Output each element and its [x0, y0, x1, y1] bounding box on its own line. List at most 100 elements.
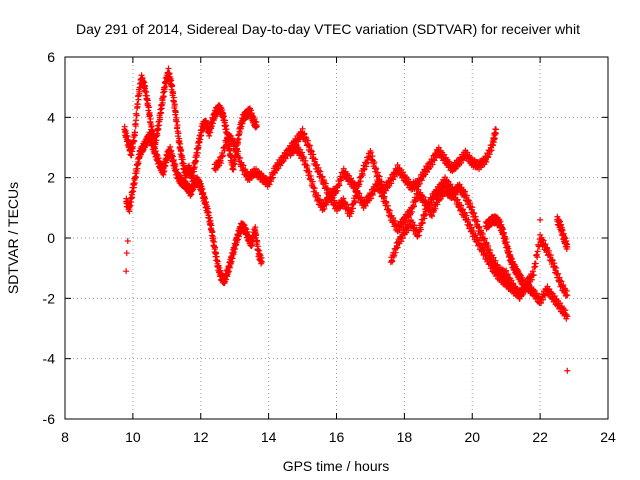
data-point — [209, 228, 216, 235]
y-tick-label: 0 — [47, 230, 55, 246]
data-point — [205, 209, 212, 216]
data-point — [563, 237, 570, 244]
x-tick-label: 12 — [193, 429, 209, 445]
data-point — [235, 233, 242, 240]
data-point — [253, 231, 260, 238]
data-point — [176, 138, 183, 145]
data-point — [483, 250, 490, 257]
data-point — [125, 137, 132, 144]
data-point — [218, 160, 225, 167]
data-point — [229, 135, 236, 142]
data-point — [488, 147, 495, 154]
data-point — [394, 244, 401, 251]
data-point — [551, 293, 558, 300]
x-tick-label: 16 — [329, 429, 345, 445]
data-point — [311, 185, 318, 192]
data-point — [171, 101, 178, 108]
data-point — [557, 221, 564, 228]
data-point — [530, 271, 537, 278]
data-point — [447, 181, 454, 188]
data-point — [434, 201, 441, 208]
data-point — [474, 218, 481, 225]
data-point — [470, 227, 477, 234]
data-point — [309, 178, 316, 185]
data-point — [132, 129, 139, 136]
data-point — [219, 107, 226, 114]
data-point — [175, 130, 182, 137]
data-point — [394, 162, 401, 169]
data-point — [319, 173, 326, 180]
data-point — [488, 259, 495, 266]
data-point — [170, 90, 177, 97]
data-point — [304, 162, 311, 169]
data-point — [123, 250, 130, 257]
data-point — [229, 255, 236, 262]
data-point — [503, 239, 510, 246]
x-tick-label: 22 — [532, 429, 548, 445]
data-point — [351, 199, 358, 206]
data-point — [244, 228, 251, 235]
data-point — [130, 143, 137, 150]
data-point — [121, 123, 128, 130]
data-point — [232, 245, 239, 252]
data-point — [248, 110, 255, 117]
data-point — [356, 181, 363, 188]
data-point — [192, 158, 199, 165]
data-point — [369, 191, 376, 198]
data-point — [129, 194, 136, 201]
data-point — [564, 367, 571, 374]
data-point — [255, 247, 262, 254]
data-point — [460, 206, 467, 213]
data-point — [130, 188, 137, 195]
y-tick-label: -2 — [43, 290, 56, 306]
data-point — [222, 122, 229, 129]
data-point — [190, 172, 197, 179]
data-point — [418, 177, 425, 184]
data-point — [188, 191, 195, 198]
data-point — [266, 181, 273, 188]
data-point — [317, 168, 324, 175]
data-point — [221, 117, 228, 124]
data-point — [168, 147, 175, 154]
data-point — [123, 268, 130, 275]
data-point — [419, 219, 426, 226]
data-point — [471, 210, 478, 217]
data-point — [469, 204, 476, 211]
y-axis-label: SDTVAR / TECUs — [5, 182, 21, 294]
data-point — [258, 259, 265, 266]
data-point — [207, 129, 214, 136]
data-point — [564, 313, 571, 320]
data-point — [170, 157, 177, 164]
data-point — [306, 142, 313, 149]
data-point — [561, 234, 568, 241]
data-point — [166, 70, 173, 77]
data-point — [143, 89, 150, 96]
data-point — [312, 156, 319, 163]
data-point — [135, 160, 142, 167]
data-point — [481, 235, 488, 242]
data-point — [206, 214, 213, 221]
data-point — [242, 225, 249, 232]
data-point — [128, 152, 135, 159]
data-point — [542, 241, 549, 248]
chart-title: Day 291 of 2014, Sidereal Day-to-day VTE… — [76, 21, 580, 37]
data-point — [310, 155, 317, 162]
y-tick-label: 2 — [47, 170, 55, 186]
data-point — [518, 293, 525, 300]
y-tick-label: -4 — [43, 351, 56, 367]
data-point — [136, 90, 143, 97]
data-point — [411, 222, 418, 229]
data-point — [212, 244, 219, 251]
data-point — [254, 238, 261, 245]
data-point — [301, 130, 308, 137]
data-point — [350, 200, 357, 207]
data-point — [126, 208, 133, 215]
data-point — [124, 238, 131, 245]
data-point — [534, 254, 541, 261]
data-point — [223, 141, 230, 148]
data-point — [393, 245, 400, 252]
data-point — [520, 280, 527, 287]
data-point — [146, 112, 153, 119]
data-point — [180, 160, 187, 167]
